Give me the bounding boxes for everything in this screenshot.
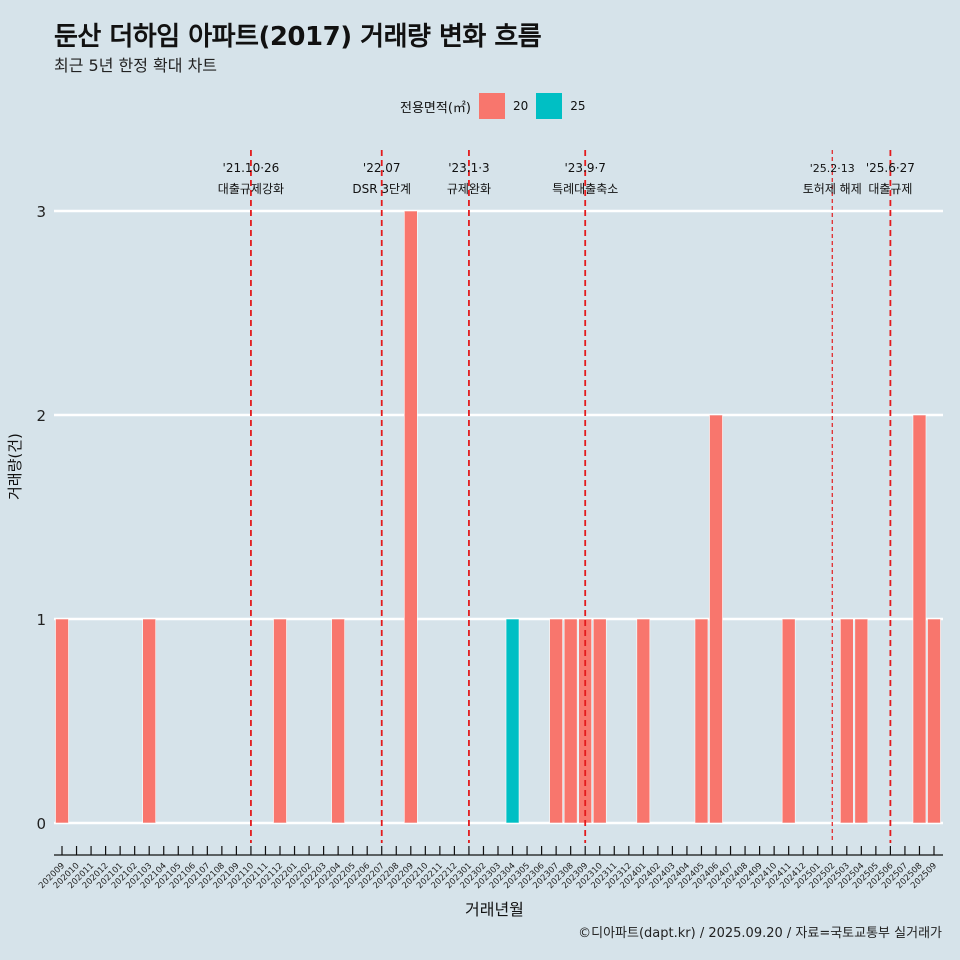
bar-20-202204 <box>331 618 345 824</box>
legend: 전용면적(㎡) 20 25 <box>400 93 594 119</box>
bar-25-202304 <box>505 618 520 824</box>
legend-key-25 <box>536 93 563 119</box>
event-name-label: 특례대출축소 <box>552 182 618 196</box>
event-name-label: 토허제 해제 <box>803 182 862 196</box>
y-tick-label: 1 <box>36 611 46 629</box>
event-name-label: 대출규제강화 <box>218 182 284 196</box>
event-date-label: '22.07 <box>363 161 401 175</box>
event-name-label: 대출규제 <box>868 182 912 196</box>
y-tick-label: 2 <box>36 407 46 425</box>
source-caption: ©디아파트(dapt.kr) / 2025.09.20 / 자료=국토교통부 실… <box>578 926 942 941</box>
bar-20-202504 <box>854 618 869 824</box>
bar-20-202009 <box>55 618 69 824</box>
legend-key-20 <box>478 93 505 119</box>
legend-label-20: 20 <box>512 99 529 113</box>
bar-20-202508 <box>912 414 927 824</box>
bar-20-202310 <box>592 618 607 824</box>
bar-20-202112 <box>273 618 287 824</box>
x-axis-label: 거래년월 <box>465 900 524 919</box>
event-name-label: 규제완화 <box>447 182 491 196</box>
bar-20-202509 <box>927 618 941 824</box>
event-date-label: '23.9·7 <box>564 161 605 175</box>
bar-20-202401 <box>636 618 651 824</box>
event-name-label: DSR 3단계 <box>352 182 411 196</box>
legend-title: 전용면적(㎡) <box>400 100 471 116</box>
y-tick-label: 3 <box>36 203 46 221</box>
y-tick-label: 0 <box>36 815 46 833</box>
event-date-label: '21.10·26 <box>223 161 280 175</box>
bar-20-202411 <box>781 618 796 824</box>
bar-20-202503 <box>839 618 854 824</box>
chart-subtitle: 최근 5년 한정 확대 차트 <box>54 56 218 75</box>
bar-20-202308 <box>563 618 578 824</box>
bar-20-202406 <box>709 414 723 824</box>
y-axis-label: 거래량(건) <box>6 433 24 500</box>
event-date-label: '25.2·13 <box>810 162 855 175</box>
legend-label-25: 25 <box>570 99 586 113</box>
event-date-label: '23.1·3 <box>448 161 489 175</box>
bar-20-202405 <box>694 618 709 824</box>
bar-20-202307 <box>549 618 563 824</box>
bar-20-202103 <box>142 618 156 824</box>
chart-title: 둔산 더하임 아파트(2017) 거래량 변화 흐름 <box>54 22 542 52</box>
bar-20-202209 <box>403 210 418 824</box>
event-date-label: '25.6·27 <box>866 161 915 175</box>
